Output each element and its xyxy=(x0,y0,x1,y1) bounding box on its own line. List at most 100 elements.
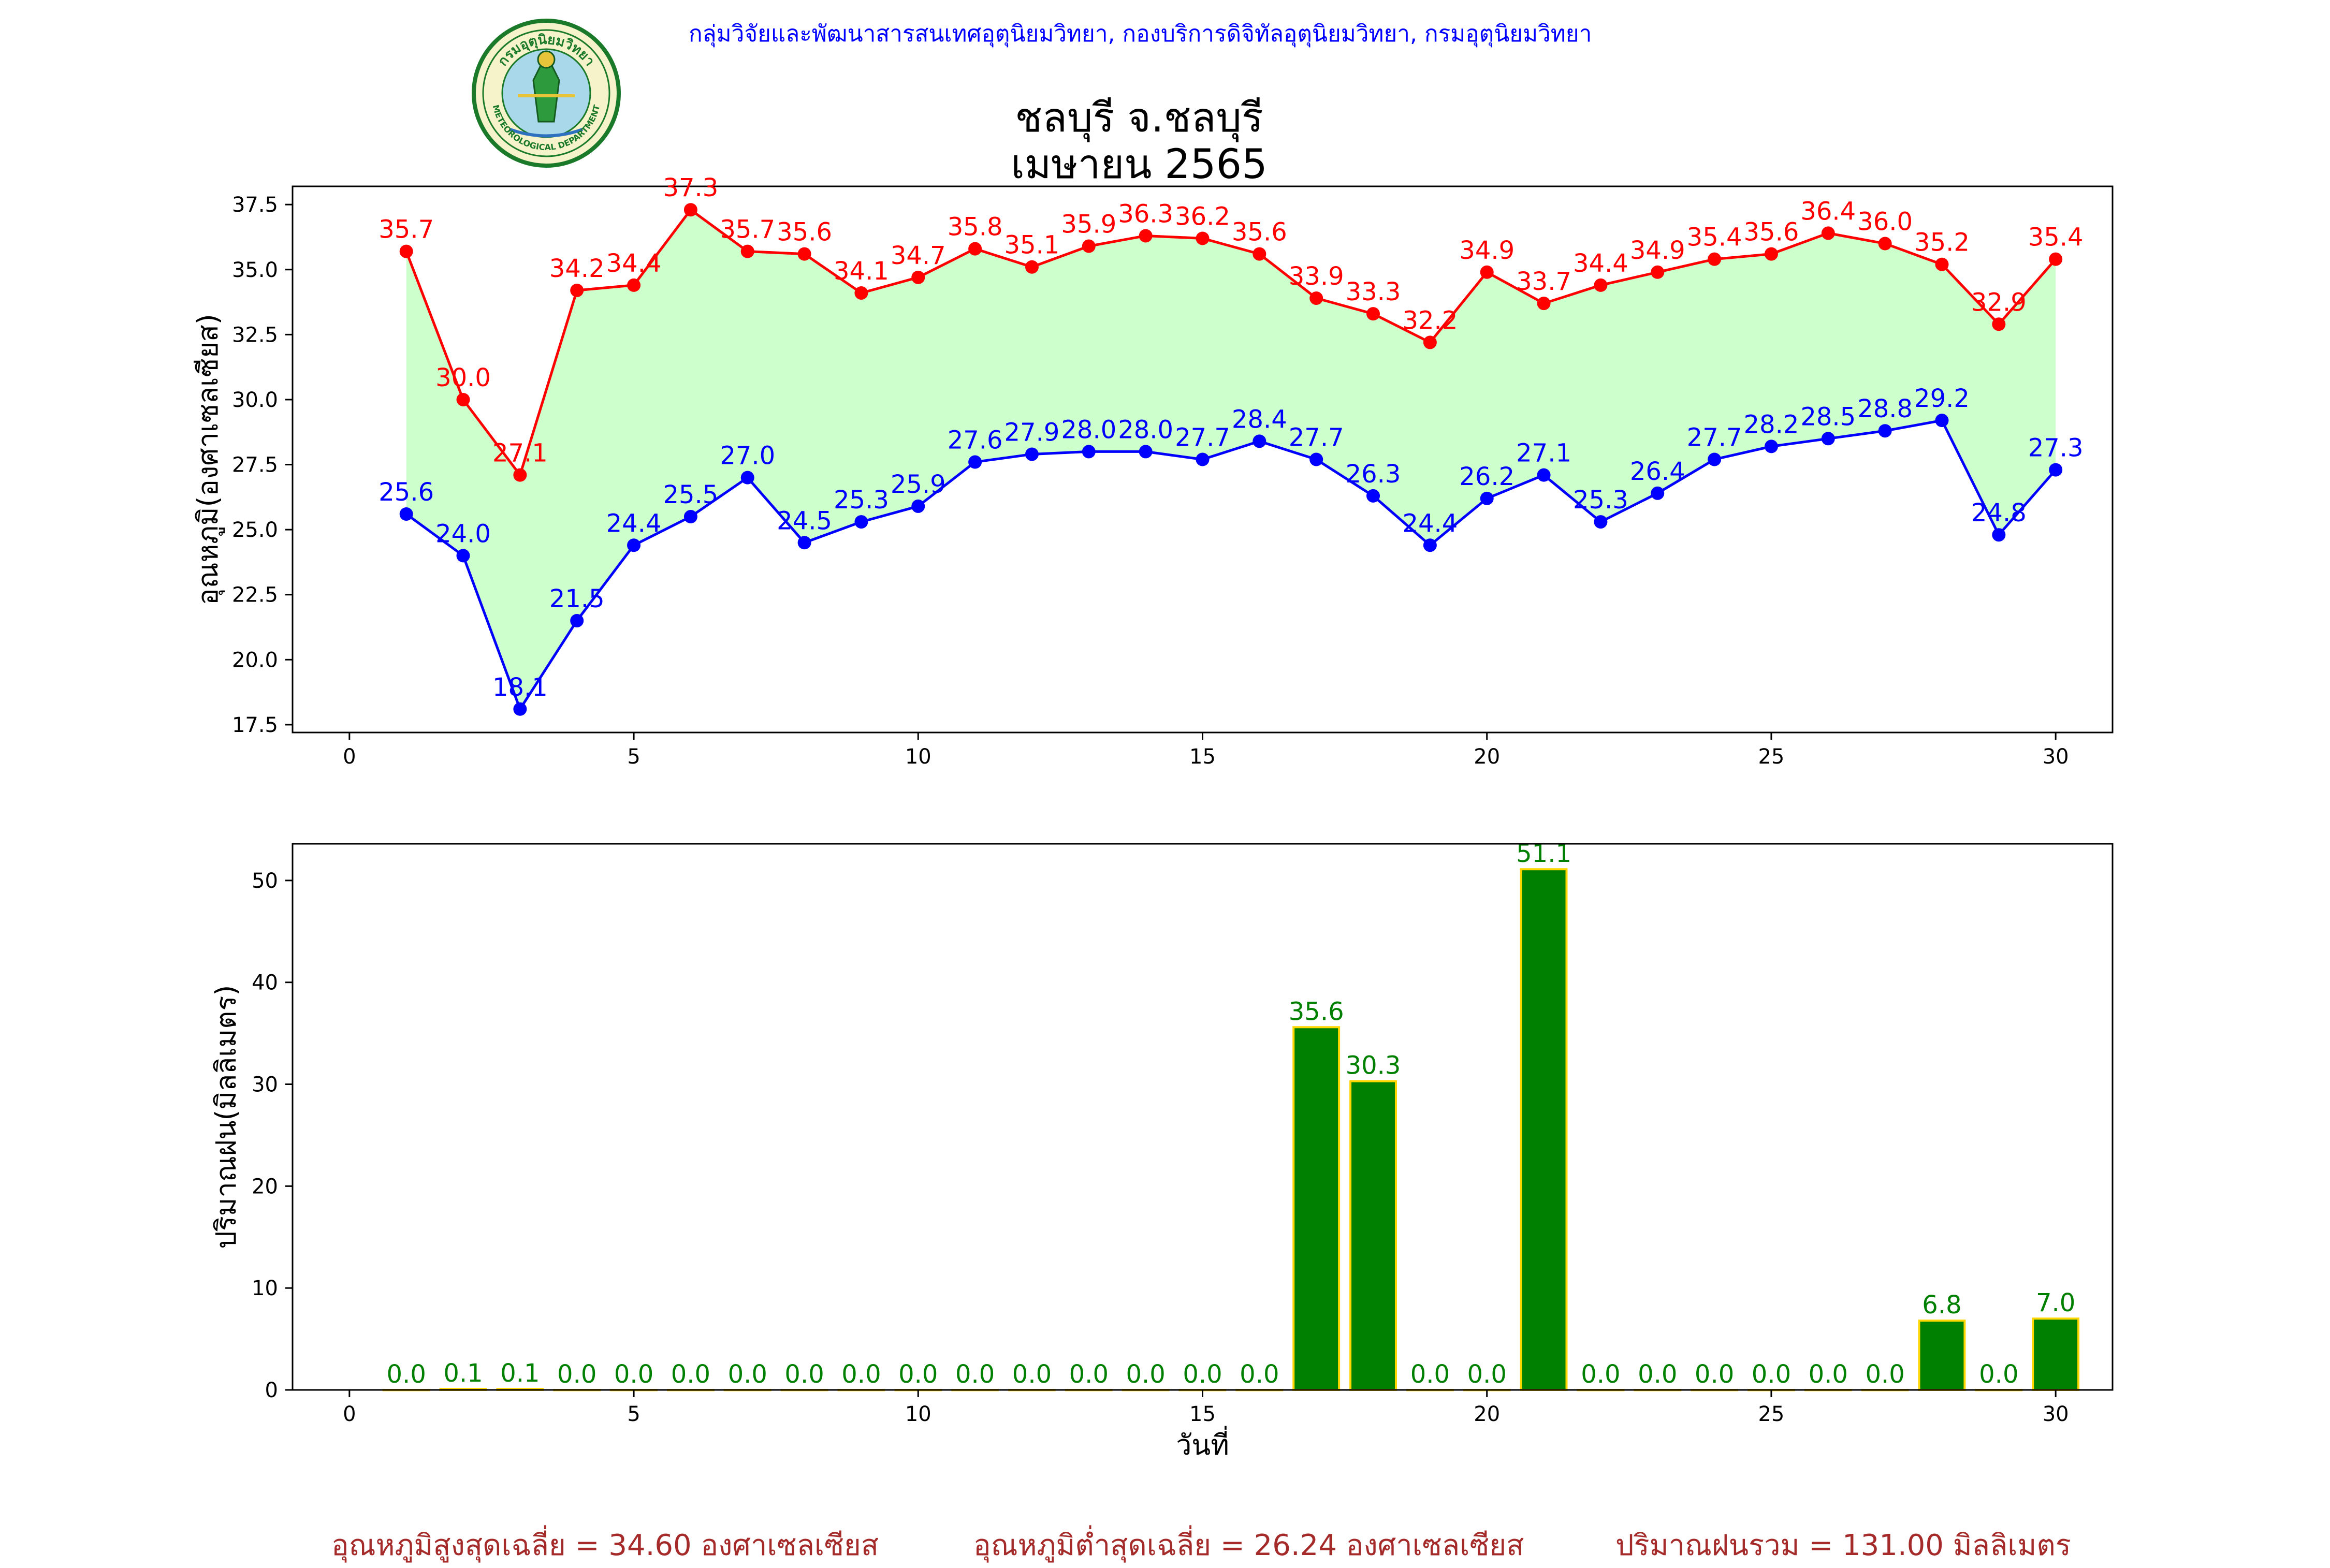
max-temp-point xyxy=(456,392,470,406)
temp-chart-ytick-label: 27.5 xyxy=(232,453,278,477)
min-temp-label: 27.6 xyxy=(948,426,1003,455)
rain-bar-label: 0.0 xyxy=(1467,1360,1507,1389)
rain-bar xyxy=(1349,1080,1397,1391)
max-temp-point xyxy=(627,278,641,292)
rain-bar-label: 0.0 xyxy=(387,1360,426,1389)
min-temp-label: 18.1 xyxy=(492,673,548,702)
max-temp-label: 35.6 xyxy=(1232,218,1287,247)
min-temp-point xyxy=(1992,528,2006,542)
min-temp-point xyxy=(1594,515,1608,529)
temp-range-fill xyxy=(406,210,2056,709)
max-temp-label: 33.7 xyxy=(1516,267,1571,296)
min-temp-label: 28.5 xyxy=(1800,402,1856,431)
max-temp-label: 34.9 xyxy=(1459,236,1514,265)
max-temp-point xyxy=(911,270,925,284)
max-temp-label: 34.7 xyxy=(891,241,946,270)
min-temp-point xyxy=(456,549,470,563)
min-temp-label: 26.3 xyxy=(1346,460,1401,489)
rain-bar-label: 0.0 xyxy=(1638,1360,1677,1389)
min-temp-point xyxy=(854,515,868,529)
rain-bar-label: 0.0 xyxy=(1183,1360,1222,1389)
avg-min-summary: อุณหภูมิต่ำสุดเฉลี่ย = 26.24 องศาเซลเซีย… xyxy=(973,1529,1524,1562)
rain-bar-label: 0.0 xyxy=(955,1360,995,1389)
rain-chart-frame xyxy=(292,843,2114,1391)
max-temp-point xyxy=(1025,260,1039,274)
temp-chart-xtick-label: 0 xyxy=(343,745,356,769)
rain-bar-label: 0.0 xyxy=(898,1360,938,1389)
min-temp-point xyxy=(1253,434,1266,448)
min-temp-point xyxy=(1366,489,1380,503)
rain-bar-label: 0.0 xyxy=(1126,1360,1165,1389)
max-temp-point xyxy=(740,244,754,258)
rain-bar-label: 0.0 xyxy=(1752,1360,1791,1389)
rain-chart-ytick-label: 30 xyxy=(252,1073,278,1097)
max-temp-point xyxy=(1878,237,1892,251)
min-temp-label: 26.2 xyxy=(1459,462,1514,491)
max-temp-label: 34.9 xyxy=(1630,236,1685,265)
rain-bar-label: 0.0 xyxy=(1240,1360,1279,1389)
max-temp-label: 34.4 xyxy=(1573,249,1628,278)
total-rain-summary: ปริมาณฝนรวม = 131.00 มิลลิเมตร xyxy=(1615,1529,2071,1562)
rain-bar-label: 0.1 xyxy=(500,1359,540,1388)
max-temp-point xyxy=(513,468,527,482)
min-temp-point xyxy=(1139,445,1153,459)
rain-bar-label: 0.0 xyxy=(1979,1360,2018,1389)
max-temp-label: 36.4 xyxy=(1800,197,1856,226)
temp-y-axis-label: อุณหภูมิ(องศาเซลเซียส) xyxy=(192,314,225,605)
temp-chart-ytick-label: 35.0 xyxy=(232,258,278,282)
rain-bar-label: 0.0 xyxy=(728,1360,767,1389)
rain-chart-xtick-label: 0 xyxy=(343,1402,356,1426)
min-temp-point xyxy=(1651,486,1665,500)
max-temp-point xyxy=(1423,335,1437,349)
rain-bar-label: 0.0 xyxy=(1581,1360,1620,1389)
rain-chart-xtick-label: 10 xyxy=(905,1402,931,1426)
max-temp-label: 33.9 xyxy=(1289,262,1344,291)
min-temp-label: 25.9 xyxy=(891,470,946,499)
max-temp-point xyxy=(1366,307,1380,321)
max-temp-point xyxy=(1253,247,1266,261)
organization-header: กลุ่มวิจัยและพัฒนาสารสนเทศอุตุนิยมวิทยา,… xyxy=(689,21,1592,47)
rain-bar-label: 0.0 xyxy=(1809,1360,1848,1389)
rain-chart-ytick-label: 10 xyxy=(252,1277,278,1300)
rain-chart-ytick-label: 50 xyxy=(252,869,278,893)
rain-x-axis-label: วันที่ xyxy=(1176,1426,1229,1461)
temp-chart-ytick-label: 30.0 xyxy=(232,388,278,412)
max-temp-point xyxy=(797,247,811,261)
min-temp-point xyxy=(570,613,584,627)
temp-chart-xtick-label: 25 xyxy=(1758,745,1784,769)
max-temp-point xyxy=(399,244,413,258)
rain-bar-label: 7.0 xyxy=(2036,1288,2075,1317)
min-temp-label: 24.0 xyxy=(435,519,491,548)
meteorological-department-logo: กรมอุตุนิยมวิทยา METEOROLOGICAL DEPARTME… xyxy=(472,19,621,168)
rain-chart-xtick-label: 15 xyxy=(1189,1402,1216,1426)
temp-chart-xtick-label: 30 xyxy=(2043,745,2069,769)
min-temp-point xyxy=(1423,538,1437,552)
temp-chart-xtick-label: 5 xyxy=(627,745,640,769)
rain-bar xyxy=(2032,1317,2080,1391)
chart-title-period: เมษายน 2565 xyxy=(1011,141,1268,188)
max-temp-point xyxy=(1764,247,1778,261)
rain-bar-label: 0.0 xyxy=(841,1360,881,1389)
max-temp-point xyxy=(1935,257,1949,271)
max-temp-label: 35.6 xyxy=(777,218,832,247)
rain-bar-label: 0.0 xyxy=(1410,1360,1450,1389)
max-temp-label: 36.3 xyxy=(1118,199,1173,228)
min-temp-label: 27.7 xyxy=(1175,423,1230,452)
min-temp-point xyxy=(683,510,697,524)
min-temp-label: 27.0 xyxy=(720,442,775,471)
rain-bar-label: 0.0 xyxy=(1069,1360,1109,1389)
min-temp-point xyxy=(2049,463,2063,477)
rain-chart-xtick-label: 25 xyxy=(1758,1402,1784,1426)
rain-bar-label: 0.0 xyxy=(784,1360,824,1389)
rain-bar xyxy=(1292,1026,1341,1391)
rain-bar-label: 35.6 xyxy=(1289,997,1344,1026)
min-temp-label: 27.1 xyxy=(1516,439,1571,468)
min-temp-label: 24.4 xyxy=(1402,509,1458,538)
min-temp-point xyxy=(740,471,754,485)
max-temp-point xyxy=(854,286,868,300)
max-temp-point xyxy=(2049,252,2063,266)
rain-chart-xtick-label: 5 xyxy=(627,1402,640,1426)
max-temp-point xyxy=(968,242,982,256)
min-temp-point xyxy=(1537,468,1551,482)
